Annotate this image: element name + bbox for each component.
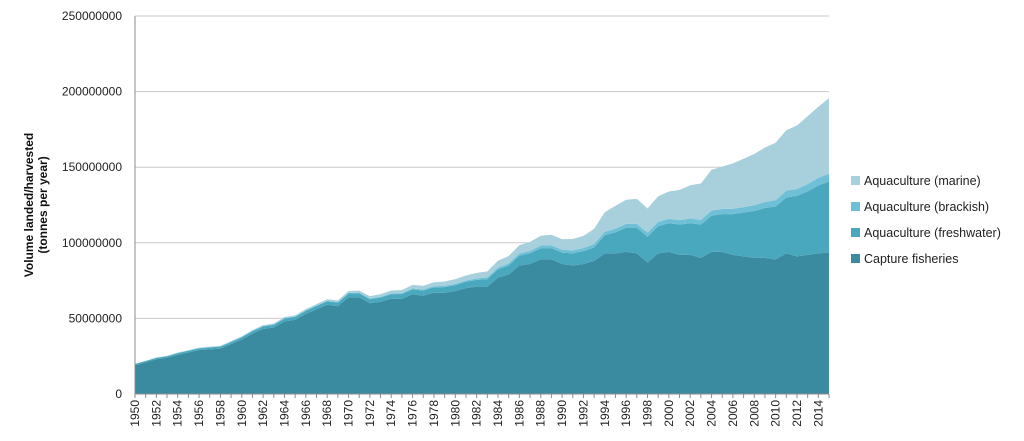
legend-swatch: [851, 176, 860, 185]
y-tick-label: 0: [115, 387, 122, 401]
y-axis-label-line-1: Volume landed/harvested: [22, 133, 36, 278]
x-tick-label: 1984: [491, 400, 505, 427]
legend-swatch: [851, 202, 860, 211]
x-tick-label: 1970: [342, 400, 356, 427]
y-axis-label-line-2: (tonnes per year): [36, 156, 50, 253]
area-capture-fisheries: [135, 251, 829, 394]
x-tick-label: 2006: [726, 400, 740, 427]
x-tick-label: 2004: [705, 400, 719, 427]
x-tick-label: 1978: [427, 400, 441, 427]
x-tick-label: 1980: [448, 400, 462, 427]
legend-label: Aquaculture (brackish): [864, 200, 989, 214]
x-tick-label: 1956: [192, 400, 206, 427]
x-tick-label: 2014: [811, 400, 825, 427]
legend-label: Aquaculture (freshwater): [864, 226, 1001, 240]
legend-label: Capture fisheries: [864, 252, 959, 266]
x-tick-label: 1994: [598, 400, 612, 427]
x-tick-label: 1966: [299, 400, 313, 427]
x-tick-label: 1988: [534, 400, 548, 427]
x-tick-label: 1998: [640, 400, 654, 427]
legend-swatch: [851, 228, 860, 237]
x-tick-label: 1958: [213, 400, 227, 427]
legend: Aquaculture (marine) Aquaculture (brackis…: [851, 174, 1001, 266]
x-tick-label: 1960: [235, 400, 249, 427]
axes: [134, 16, 830, 398]
y-tick-label: 200000000: [62, 85, 122, 99]
x-tick-label: 2010: [769, 400, 783, 427]
x-tick-label: 1990: [555, 400, 569, 427]
x-tick-label: 2000: [662, 400, 676, 427]
x-tick-label: 1992: [576, 400, 590, 427]
x-tick-label: 1982: [470, 400, 484, 427]
area-series: [135, 98, 829, 394]
x-tick-label: 2008: [747, 400, 761, 427]
y-axis-title: Volume landed/harvested (tonnes per year…: [22, 133, 50, 278]
x-tick-label: 1968: [320, 400, 334, 427]
x-tick-label: 1986: [512, 400, 526, 427]
x-tick-label: 1962: [256, 400, 270, 427]
y-tick-label: 50000000: [69, 311, 123, 325]
y-tick-labels: 0 50000000 100000000 150000000 200000000 2500…: [62, 9, 122, 401]
legend-swatch: [851, 254, 860, 263]
x-tick-label: 1974: [384, 400, 398, 427]
x-tick-label: 2002: [683, 400, 697, 427]
x-tick-label: 1950: [128, 400, 142, 427]
legend-label: Aquaculture (marine): [864, 174, 981, 188]
x-tick-label: 1996: [619, 400, 633, 427]
x-tick-labels: 1950 1952 1954 1956 1958 1960 1962 1964 1966 1968…: [128, 400, 825, 427]
x-tick-label: 2012: [790, 400, 804, 427]
x-tick-label: 1976: [406, 400, 420, 427]
y-tick-label: 100000000: [62, 236, 122, 250]
x-tick-label: 1972: [363, 400, 377, 427]
x-tick-label: 1964: [277, 400, 291, 427]
x-tick-label: 1954: [171, 400, 185, 427]
y-tick-label: 150000000: [62, 160, 122, 174]
x-tick-label: 1952: [149, 400, 163, 427]
y-tick-label: 250000000: [62, 9, 122, 23]
